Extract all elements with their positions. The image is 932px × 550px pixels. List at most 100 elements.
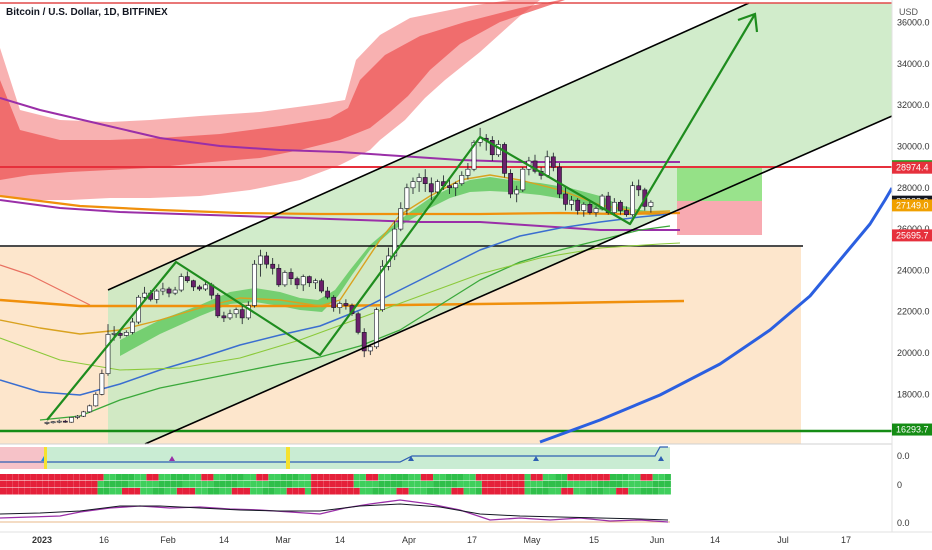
candle <box>617 200 623 215</box>
heatmap-cell <box>378 481 385 488</box>
heatmap-cell <box>329 481 336 488</box>
heatmap-cell <box>481 481 488 488</box>
candle <box>50 421 56 424</box>
heatmap-cell <box>195 481 202 488</box>
ma-red-early <box>0 264 91 306</box>
heatmap-cell <box>268 488 275 495</box>
candle <box>355 311 361 335</box>
heatmap-cell <box>268 474 275 481</box>
heatmap-cell <box>97 488 104 495</box>
candle <box>166 286 172 298</box>
heatmap-cell <box>140 474 147 481</box>
heatmap-cell <box>603 481 610 488</box>
heatmap-cell <box>109 481 116 488</box>
candle <box>556 163 562 199</box>
heatmap-cell <box>646 481 653 488</box>
heatmap-cell <box>176 488 183 495</box>
heatmap-cell <box>616 488 623 495</box>
y-tick-label: 20000.0 <box>897 348 930 358</box>
x-tick-label: Jun <box>650 535 665 545</box>
heatmap-cell <box>628 481 635 488</box>
heatmap-row-1 <box>0 481 671 488</box>
heatmap-cell <box>549 481 555 488</box>
candle-body-up <box>514 189 520 195</box>
heatmap-cell <box>6 481 13 488</box>
candle <box>172 286 178 296</box>
signal-marker-3 <box>533 456 539 461</box>
heatmap-cell <box>183 481 189 488</box>
heatmap-row-0 <box>0 474 671 481</box>
heatmap-cell <box>384 481 391 488</box>
heatmap-cell <box>524 474 531 481</box>
heatmap-cell <box>158 481 165 488</box>
candle <box>81 410 86 418</box>
candle <box>502 142 507 178</box>
candle <box>398 202 404 232</box>
candle-body-up <box>367 346 373 352</box>
candle-body-up <box>99 373 105 395</box>
target-zone <box>677 168 762 201</box>
candle-body-up <box>160 288 166 292</box>
heatmap-cell <box>585 474 592 481</box>
candle-body-up <box>410 181 416 189</box>
candle <box>428 177 434 201</box>
heatmap-cell <box>347 474 354 481</box>
candle <box>69 417 74 423</box>
heatmap-cell <box>439 488 446 495</box>
heatmap-cell <box>640 481 647 488</box>
heatmap-cell <box>628 488 635 495</box>
candle <box>624 206 629 217</box>
candle <box>306 275 312 287</box>
heatmap-cell <box>97 474 104 481</box>
heatmap-cell <box>262 481 269 488</box>
candle-body-up <box>398 208 404 230</box>
candle-body-down <box>508 173 513 195</box>
heatmap-cell <box>146 488 153 495</box>
heatmap-cell <box>658 488 665 495</box>
candle-body-down <box>489 140 495 156</box>
heatmap-cell <box>555 481 562 488</box>
heatmap-cell <box>109 474 116 481</box>
candle <box>581 202 587 217</box>
candle <box>288 268 294 285</box>
heatmap-cell <box>347 481 354 488</box>
heatmap-cell <box>298 488 305 495</box>
candle-body-up <box>648 201 654 207</box>
candle-body-up <box>123 332 129 336</box>
heatmap-cell <box>573 488 580 495</box>
heatmap-cell <box>298 481 305 488</box>
heatmap-cell <box>292 474 299 481</box>
candle <box>270 258 276 275</box>
stop-zone <box>677 201 762 235</box>
heatmap-cell <box>506 481 513 488</box>
heatmap-cell <box>542 474 549 481</box>
candle-body-up <box>69 417 74 423</box>
heatmap-cell <box>6 488 13 495</box>
candle-body-down <box>502 144 507 174</box>
candle-body-down <box>276 268 282 286</box>
heatmap-cell <box>445 481 452 488</box>
heatmap-cell <box>524 481 531 488</box>
heatmap-cell <box>640 488 647 495</box>
heatmap-cell <box>207 481 214 488</box>
y-tick-label: 18000.0 <box>897 389 930 399</box>
candle <box>245 301 251 320</box>
candle-body-down <box>636 185 642 191</box>
heatmap-cell <box>585 481 592 488</box>
heatmap-cell <box>622 474 629 481</box>
heatmap-cell <box>433 481 440 488</box>
heatmap-cell <box>591 474 598 481</box>
candle <box>404 183 410 215</box>
heatmap-cell <box>231 488 238 495</box>
candle <box>636 179 642 197</box>
heatmap-cell <box>481 488 488 495</box>
heatmap-cell <box>597 481 604 488</box>
heatmap-cell <box>244 488 250 495</box>
y-tick-label: 22000.0 <box>897 307 930 317</box>
ma-green <box>39 225 671 421</box>
heatmap-cell <box>573 481 580 488</box>
candle <box>87 404 93 413</box>
heatmap-cell <box>280 474 287 481</box>
heatmap-cell <box>664 488 671 495</box>
